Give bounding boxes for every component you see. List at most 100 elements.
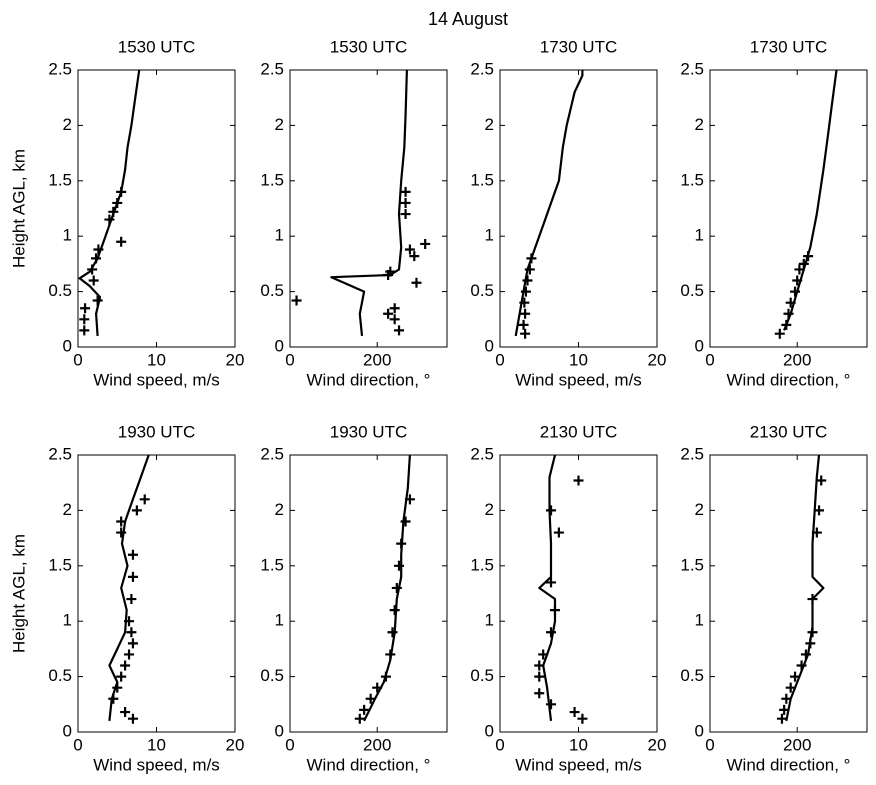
cross-marker — [108, 206, 119, 217]
cross-marker — [127, 571, 138, 582]
cross-marker — [93, 244, 104, 255]
cross-marker — [389, 314, 400, 325]
y-tick-label: 1.5 — [680, 555, 704, 574]
y-tick-label: 1.5 — [48, 555, 72, 574]
cross-marker — [546, 577, 557, 588]
cross-marker — [805, 638, 816, 649]
cross-marker — [365, 693, 376, 704]
y-tick-label: 2 — [275, 115, 284, 134]
cross-marker — [79, 325, 90, 336]
cross-marker — [792, 275, 803, 286]
y-tick-label: 1.5 — [260, 555, 284, 574]
cross-marker — [538, 649, 549, 660]
y-tick-label: 0.5 — [48, 666, 72, 685]
y-tick-label: 1 — [485, 226, 494, 245]
x-axis-label: Wind direction, ° — [307, 370, 431, 389]
cross-marker — [546, 627, 557, 638]
cross-marker — [400, 209, 411, 220]
cross-marker — [87, 264, 98, 275]
cross-marker — [389, 303, 400, 314]
y-tick-label: 0.5 — [260, 281, 284, 300]
x-tick-label: 0 — [705, 735, 714, 754]
cross-marker — [400, 516, 411, 527]
y-tick-label: 1 — [63, 226, 72, 245]
y-tick-label: 0 — [485, 336, 494, 355]
subplot: 1930 UTC Wind speed, m/s Height AGL, km 0 0.… — [9, 422, 244, 774]
cross-marker — [91, 253, 102, 264]
cross-marker — [518, 319, 529, 330]
cross-marker — [79, 314, 90, 325]
cross-marker — [779, 704, 790, 715]
cross-marker — [781, 319, 792, 330]
x-tick-label: 0 — [73, 350, 82, 369]
cross-marker — [553, 527, 564, 538]
x-tick-label: 20 — [226, 350, 245, 369]
cross-marker — [404, 244, 415, 255]
cross-marker — [120, 660, 131, 671]
cross-marker — [380, 671, 391, 682]
y-tick-label: 2.5 — [470, 444, 494, 463]
y-tick-label: 1 — [63, 611, 72, 630]
cross-marker — [522, 275, 533, 286]
x-tick-label: 20 — [226, 735, 245, 754]
cross-marker — [546, 699, 557, 710]
x-tick-label: 0 — [495, 350, 504, 369]
cross-marker — [387, 627, 398, 638]
cross-marker — [127, 549, 138, 560]
y-tick-label: 0.5 — [680, 666, 704, 685]
cross-marker — [116, 236, 127, 247]
figure-title: 14 August — [428, 9, 508, 29]
y-tick-label: 0 — [63, 336, 72, 355]
y-tick-label: 0.5 — [680, 281, 704, 300]
subplot: 2130 UTC Wind speed, m/s 0 0.5 1 1.5 2 2.5 0 10 20 — [470, 422, 666, 774]
cross-marker — [807, 627, 818, 638]
x-axis-label: Wind direction, ° — [727, 755, 851, 774]
profile-line — [78, 69, 141, 336]
x-tick-label: 0 — [495, 735, 504, 754]
cross-marker — [798, 258, 809, 269]
cross-marker — [803, 251, 814, 262]
y-tick-label: 0.5 — [260, 666, 284, 685]
subplot: 1930 UTC Wind direction, ° 0 0.5 1 1.5 2 2.5 0 20… — [260, 422, 448, 774]
y-tick-label: 0.5 — [48, 281, 72, 300]
axes-frame — [499, 454, 658, 733]
cross-marker — [549, 605, 560, 616]
subplot-title: 2130 UTC — [750, 422, 827, 441]
cross-marker — [573, 475, 584, 486]
y-tick-label: 2.5 — [48, 59, 72, 78]
cross-marker — [534, 688, 545, 699]
x-axis-label: Wind speed, m/s — [93, 755, 220, 774]
cross-marker — [790, 286, 801, 297]
cross-marker — [104, 214, 115, 225]
cross-marker — [126, 627, 137, 638]
cross-marker — [391, 582, 402, 593]
y-tick-label: 1.5 — [470, 170, 494, 189]
cross-marker — [92, 295, 103, 306]
y-tick-label: 2 — [695, 500, 704, 519]
cross-marker — [354, 713, 365, 724]
y-tick-label: 2 — [485, 115, 494, 134]
x-axis-label: Wind speed, m/s — [515, 370, 642, 389]
cross-marker — [389, 605, 400, 616]
cross-marker — [359, 704, 370, 715]
y-tick-label: 1.5 — [470, 555, 494, 574]
axes-frame — [77, 454, 236, 733]
cross-marker — [116, 671, 127, 682]
y-tick-label: 2 — [485, 500, 494, 519]
cross-marker — [520, 286, 531, 297]
y-axis-label: Height AGL, km — [9, 149, 28, 268]
subplot: 1730 UTC Wind direction, ° 0 0.5 1 1.5 2 2.5 0 20… — [680, 37, 868, 389]
y-tick-label: 2.5 — [680, 59, 704, 78]
cross-marker — [790, 671, 801, 682]
cross-marker — [774, 328, 785, 339]
x-axis-label: Wind speed, m/s — [93, 370, 220, 389]
subplot-title: 1930 UTC — [118, 422, 195, 441]
cross-marker — [112, 682, 123, 693]
cross-marker — [127, 638, 138, 649]
cross-marker — [394, 325, 405, 336]
y-tick-label: 1.5 — [48, 170, 72, 189]
y-tick-label: 2.5 — [680, 444, 704, 463]
cross-marker — [116, 186, 127, 197]
subplot: 1730 UTC Wind speed, m/s 0 0.5 1 1.5 2 2.5 0 10 20 — [470, 37, 666, 389]
